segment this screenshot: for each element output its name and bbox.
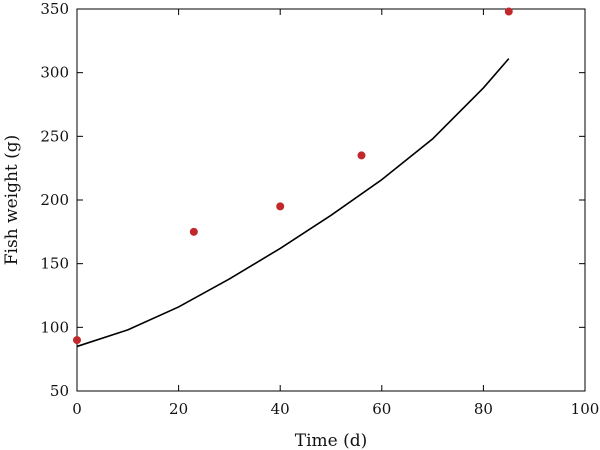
x-tick-label: 40 — [271, 400, 290, 418]
data-point — [357, 151, 366, 160]
x-tick-label: 80 — [474, 400, 493, 418]
y-tick-label: 100 — [40, 318, 69, 336]
y-tick-label: 50 — [50, 382, 69, 400]
data-point — [504, 7, 513, 16]
data-point — [189, 227, 198, 236]
x-tick-label: 0 — [72, 400, 82, 418]
data-point — [276, 202, 285, 211]
x-tick-label: 20 — [169, 400, 188, 418]
data-point — [73, 336, 81, 345]
y-tick-label: 350 — [40, 0, 69, 18]
ticks — [76, 8, 586, 392]
x-axis-title: Time (d) — [295, 431, 368, 450]
tick-labels: 0 20 40 60 80 100 50 100 150 200 250 300 350 — [40, 0, 599, 418]
x-tick-label: 100 — [571, 400, 600, 418]
y-tick-label: 200 — [40, 191, 69, 209]
y-axis-title: Fish weight (g) — [2, 135, 22, 266]
series — [73, 7, 513, 348]
y-tick-label: 250 — [40, 127, 69, 145]
y-tick-label: 150 — [40, 255, 69, 273]
plot-frame — [76, 8, 586, 392]
model-curve — [76, 58, 510, 348]
x-tick-label: 60 — [372, 400, 391, 418]
y-tick-label: 300 — [40, 64, 69, 82]
